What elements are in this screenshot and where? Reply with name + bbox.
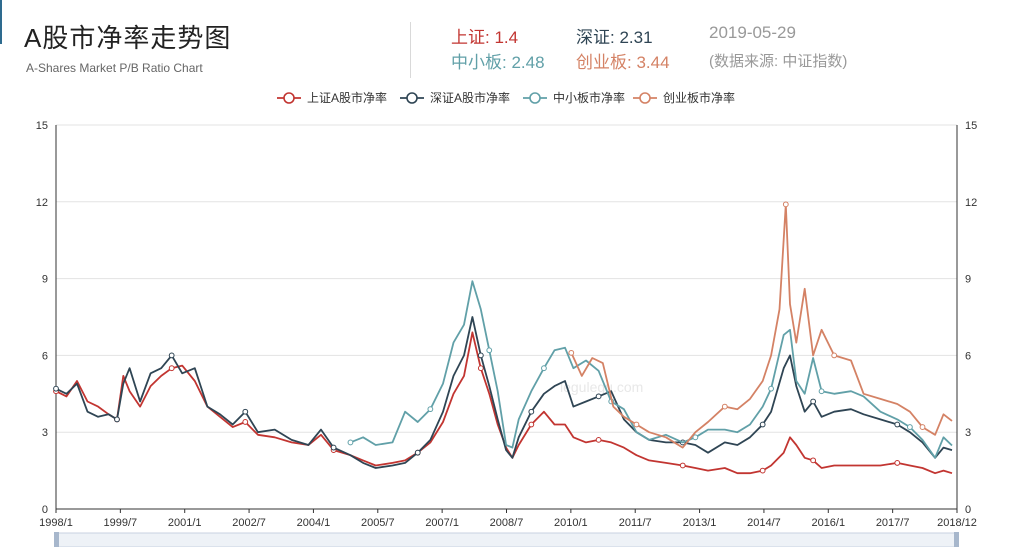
stat-shanghai-label: 上证:: [451, 28, 495, 47]
series-line-0: [55, 331, 953, 475]
stat-shenzhen: 深证: 2.31: [576, 23, 653, 48]
data-point: [759, 421, 766, 428]
data-point: [595, 393, 602, 400]
x-tick-label: 2011/7: [619, 517, 652, 529]
y-tick-label-left: 12: [36, 197, 48, 209]
data-point: [919, 424, 926, 430]
x-tick-label: 2013/1: [683, 517, 717, 529]
data-point: [168, 365, 175, 372]
header-divider: [410, 22, 411, 78]
stat-shanghai: 上证: 1.4: [451, 23, 518, 48]
stat-chinext-label: 创业板:: [576, 53, 637, 72]
data-point: [692, 434, 699, 441]
legend-marker-icon[interactable]: [406, 92, 418, 104]
page-title: A股市净率走势图: [24, 23, 232, 53]
data-point: [894, 421, 901, 428]
data-point: [768, 385, 774, 392]
y-tick-label-right: 9: [965, 274, 971, 286]
legend-marker-icon[interactable]: [283, 92, 295, 104]
zoom-handle-right[interactable]: [954, 532, 959, 547]
data-point: [53, 385, 59, 392]
stat-sme-label: 中小板:: [451, 53, 512, 72]
data-point: [595, 436, 602, 443]
stat-shenzhen-value: 2.31: [619, 28, 653, 47]
data-point: [906, 424, 913, 430]
x-tick-label: 2014/7: [747, 517, 781, 529]
stat-shenzhen-label: 深证:: [576, 28, 620, 47]
y-tick-label-left: 3: [42, 427, 48, 439]
x-tick-label: 2005/7: [361, 517, 395, 529]
watermark-text: legulegu.com: [560, 379, 643, 395]
stat-sme: 中小板: 2.48: [451, 48, 545, 73]
data-point: [831, 352, 838, 359]
data-point: [114, 416, 120, 423]
y-tick-label-right: 0: [965, 504, 971, 516]
page-subtitle: A-Shares Market P/B Ratio Chart: [26, 61, 203, 75]
data-point: [427, 406, 434, 413]
x-tick-label: 2007/1: [425, 517, 459, 529]
x-tick-label: 2001/1: [168, 517, 202, 529]
data-point: [330, 444, 337, 451]
stat-sme-value: 2.48: [511, 53, 545, 72]
stat-chinext: 创业板: 3.44: [576, 48, 670, 73]
x-tick-label: 2016/1: [811, 517, 845, 529]
series-line-1: [55, 316, 953, 469]
data-point: [679, 462, 686, 469]
data-point: [477, 352, 484, 359]
x-tick-label: 2002/7: [232, 517, 266, 529]
x-tick-label: 2004/1: [297, 517, 331, 529]
stat-chinext-value: 3.44: [636, 53, 670, 72]
data-point: [242, 408, 249, 415]
y-tick-label-right: 12: [965, 197, 977, 209]
legend-label[interactable]: 深证A股市净率: [430, 90, 510, 105]
data-date: 2019-05-29: [709, 23, 796, 42]
accent-bar: [0, 0, 2, 44]
data-point: [486, 347, 493, 354]
y-tick-label-left: 6: [42, 350, 48, 362]
data-source: (数据来源: 中证指数): [709, 53, 848, 70]
data-point: [782, 201, 789, 208]
data-point: [810, 457, 817, 464]
data-point: [168, 352, 175, 359]
data-point: [759, 467, 766, 474]
x-tick-label: 2017/7: [876, 517, 910, 529]
zoom-slider[interactable]: [55, 532, 958, 547]
y-tick-label-right: 6: [965, 350, 971, 362]
x-tick-label: 2008/7: [490, 517, 524, 529]
x-tick-label: 1999/7: [104, 517, 138, 529]
legend-marker-icon[interactable]: [639, 92, 651, 104]
x-tick-label: 2018/12: [937, 517, 977, 529]
data-point: [528, 421, 535, 428]
y-tick-label-right: 3: [965, 427, 971, 439]
y-tick-label-left: 9: [42, 274, 48, 286]
zoom-handle-left[interactable]: [54, 532, 59, 547]
legend-label[interactable]: 中小板市净率: [553, 90, 625, 105]
legend-marker-icon[interactable]: [529, 92, 541, 104]
data-point: [528, 408, 535, 415]
y-tick-label-right: 15: [965, 120, 977, 132]
data-point: [414, 449, 421, 456]
data-point: [477, 365, 484, 372]
legend-label[interactable]: 创业板市净率: [663, 90, 735, 105]
data-point: [810, 398, 817, 405]
data-point: [568, 349, 575, 356]
data-point: [541, 365, 547, 372]
y-tick-label-left: 0: [42, 504, 48, 516]
data-point: [818, 388, 825, 395]
data-point: [721, 403, 728, 410]
data-point: [242, 419, 249, 425]
series-line-2: [350, 280, 953, 459]
x-tick-label: 1998/1: [39, 517, 73, 529]
legend-label[interactable]: 上证A股市净率: [307, 90, 387, 105]
stat-shanghai-value: 1.4: [494, 28, 519, 47]
data-point: [894, 460, 901, 466]
data-point: [633, 421, 640, 428]
y-tick-label-left: 15: [36, 120, 48, 132]
series-line-3: [570, 203, 953, 449]
data-point: [347, 439, 354, 446]
x-tick-label: 2010/1: [554, 517, 588, 529]
